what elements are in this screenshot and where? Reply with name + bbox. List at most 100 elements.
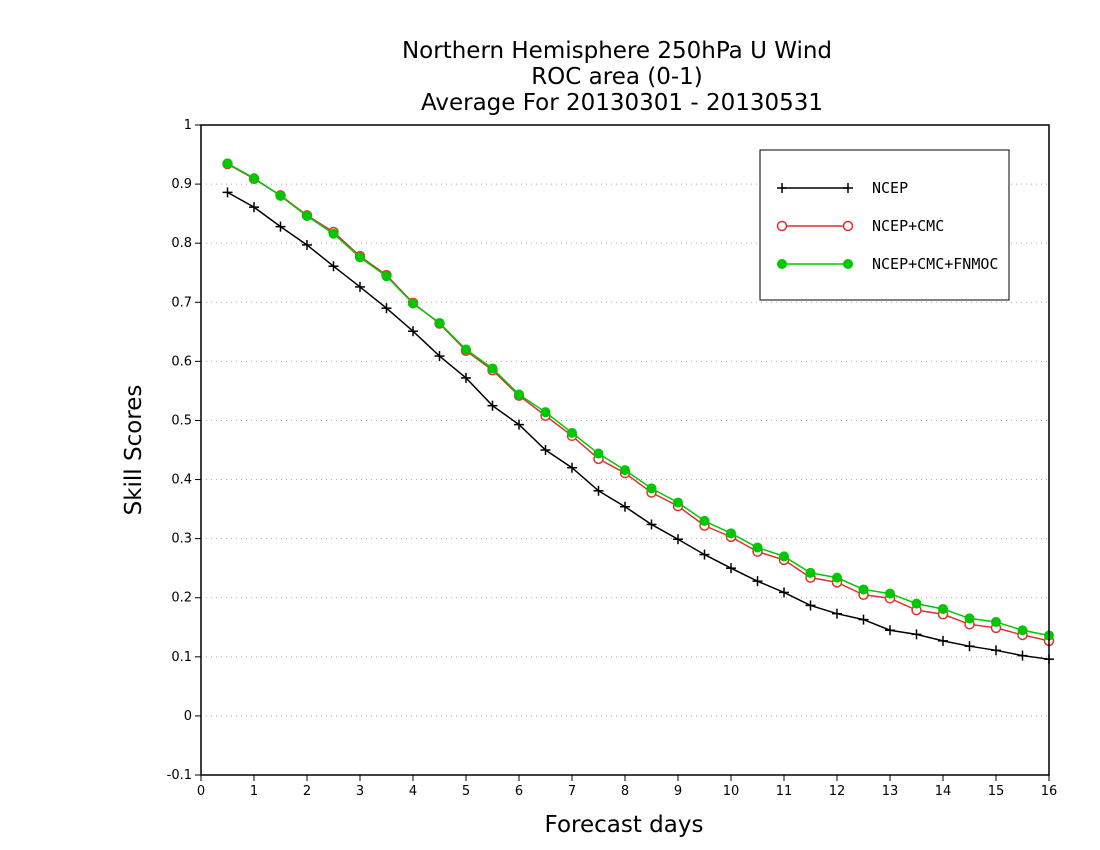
legend-label: NCEP bbox=[872, 179, 908, 197]
data-point-ncep bbox=[408, 326, 418, 337]
data-point-ncep bbox=[991, 645, 1001, 656]
data-point-ncep-cmc-fnmoc bbox=[487, 363, 498, 374]
legend-entry-ncep: NCEP bbox=[777, 179, 908, 197]
x-tick-label: 14 bbox=[935, 784, 952, 799]
data-point-ncep-cmc-fnmoc bbox=[699, 515, 710, 526]
plot-frame bbox=[200, 124, 1050, 776]
axis-ticks: -0.100.10.20.30.40.50.60.70.80.910 1 2 3 4 5 6… bbox=[167, 118, 1058, 799]
data-point-ncep bbox=[514, 419, 524, 430]
y-axis-label: Skill Scores bbox=[121, 385, 147, 516]
chart-title: Northern Hemisphere 250hPa U Wind ROC ar… bbox=[402, 38, 832, 116]
data-point-ncep-cmc-fnmoc bbox=[249, 173, 259, 184]
x-tick-label: 5 bbox=[462, 784, 470, 799]
legend-marker bbox=[777, 259, 787, 269]
data-point-ncep bbox=[567, 462, 577, 473]
x-tick-label: 10 bbox=[723, 784, 740, 799]
data-point-ncep bbox=[1017, 650, 1028, 661]
x-tick-label: 16 bbox=[1041, 784, 1058, 799]
data-point-ncep bbox=[355, 281, 365, 292]
data-point-ncep-cmc-fnmoc bbox=[1017, 625, 1028, 636]
data-point-ncep-cmc-fnmoc bbox=[567, 427, 577, 438]
data-point-ncep bbox=[646, 519, 657, 530]
x-axis-label: Forecast days bbox=[545, 812, 704, 838]
data-point-ncep bbox=[275, 221, 286, 232]
data-point-ncep bbox=[620, 501, 630, 512]
data-point-ncep-cmc-fnmoc bbox=[275, 190, 286, 201]
data-point-ncep bbox=[911, 629, 922, 640]
data-point-ncep-cmc-fnmoc bbox=[964, 613, 975, 624]
legend-entry-ncep-cmc: NCEP+CMC bbox=[776, 217, 944, 235]
x-tick-label: 3 bbox=[356, 784, 364, 799]
data-point-ncep-cmc-fnmoc bbox=[752, 542, 763, 553]
y-tick-label: 0.8 bbox=[171, 236, 192, 251]
data-point-ncep bbox=[964, 641, 975, 652]
x-tick-label: 2 bbox=[303, 784, 311, 799]
x-tick-label: 0 bbox=[197, 784, 205, 799]
legend-marker bbox=[843, 183, 853, 193]
data-point-ncep-cmc-fnmoc bbox=[779, 551, 789, 562]
legend-box bbox=[759, 149, 1010, 301]
legend-marker bbox=[777, 183, 787, 193]
data-point-ncep bbox=[673, 534, 683, 545]
data-point-ncep-cmc-fnmoc bbox=[938, 603, 948, 614]
y-tick-label: 0.7 bbox=[171, 295, 192, 310]
data-point-ncep bbox=[249, 202, 259, 213]
x-tick-label: 15 bbox=[988, 784, 1005, 799]
data-point-ncep-cmc-fnmoc bbox=[328, 228, 339, 239]
chart-title-line-3: Average For 20130301 - 20130531 bbox=[421, 90, 823, 116]
x-tick-label: 7 bbox=[568, 784, 576, 799]
legend-label: NCEP+CMC bbox=[872, 217, 944, 235]
data-point-ncep-cmc-fnmoc bbox=[514, 389, 524, 400]
y-tick-label: 1 bbox=[184, 118, 192, 133]
data-point-ncep-cmc-fnmoc bbox=[726, 528, 736, 539]
legend: NCEP NCEP+CMC NCEP+CMC+FNMOC bbox=[759, 149, 1010, 301]
x-tick-label: 4 bbox=[409, 784, 417, 799]
data-point-ncep bbox=[832, 608, 842, 619]
y-tick-label: 0 bbox=[184, 709, 192, 724]
x-tick-label: 6 bbox=[515, 784, 523, 799]
data-point-ncep-cmc-fnmoc bbox=[381, 271, 392, 282]
data-point-ncep-cmc-fnmoc bbox=[434, 317, 445, 328]
data-point-ncep bbox=[487, 400, 498, 411]
legend-marker bbox=[776, 220, 788, 232]
x-tick-label: 1 bbox=[250, 784, 258, 799]
series-ncep-cmc-fnmoc bbox=[222, 158, 1054, 641]
data-point-ncep bbox=[726, 563, 736, 574]
x-tick-label: 9 bbox=[674, 784, 682, 799]
legend-marker bbox=[843, 259, 853, 269]
data-point-ncep-cmc-fnmoc bbox=[832, 572, 842, 583]
y-tick-label: 0.3 bbox=[171, 532, 192, 547]
data-point-ncep bbox=[593, 485, 604, 496]
data-point-ncep bbox=[858, 614, 869, 625]
data-point-ncep bbox=[434, 351, 445, 362]
y-tick-label: -0.1 bbox=[167, 768, 192, 783]
data-point-ncep-cmc-fnmoc bbox=[408, 298, 418, 309]
x-tick-label: 12 bbox=[829, 784, 846, 799]
data-point-ncep bbox=[302, 239, 312, 250]
x-tick-label: 8 bbox=[621, 784, 629, 799]
data-point-ncep bbox=[779, 587, 789, 598]
data-point-ncep-cmc-fnmoc bbox=[805, 567, 816, 578]
data-point-ncep-cmc-fnmoc bbox=[991, 616, 1001, 627]
y-tick-label: 0.9 bbox=[171, 177, 192, 192]
data-point-ncep bbox=[885, 625, 895, 636]
data-point-ncep-cmc-fnmoc bbox=[646, 483, 657, 494]
data-point-ncep bbox=[328, 261, 339, 272]
data-point-ncep-cmc-fnmoc bbox=[858, 584, 869, 595]
data-point-ncep bbox=[752, 576, 763, 587]
legend-marker bbox=[842, 220, 854, 232]
data-point-ncep bbox=[222, 187, 233, 198]
data-point-ncep-cmc-fnmoc bbox=[911, 598, 922, 609]
y-tick-label: 0.2 bbox=[171, 591, 192, 606]
chart-title-line-2: ROC area (0-1) bbox=[531, 64, 703, 90]
x-tick-label: 13 bbox=[882, 784, 899, 799]
data-point-ncep-cmc-fnmoc bbox=[885, 588, 895, 599]
series-ncep bbox=[222, 187, 1054, 665]
data-point-ncep bbox=[540, 445, 551, 455]
data-point-ncep bbox=[461, 372, 471, 383]
data-point-ncep-cmc-fnmoc bbox=[540, 407, 551, 418]
data-point-ncep-cmc-fnmoc bbox=[461, 344, 471, 355]
chart-title-line-1: Northern Hemisphere 250hPa U Wind bbox=[402, 38, 832, 64]
x-tick-label: 11 bbox=[776, 784, 793, 799]
